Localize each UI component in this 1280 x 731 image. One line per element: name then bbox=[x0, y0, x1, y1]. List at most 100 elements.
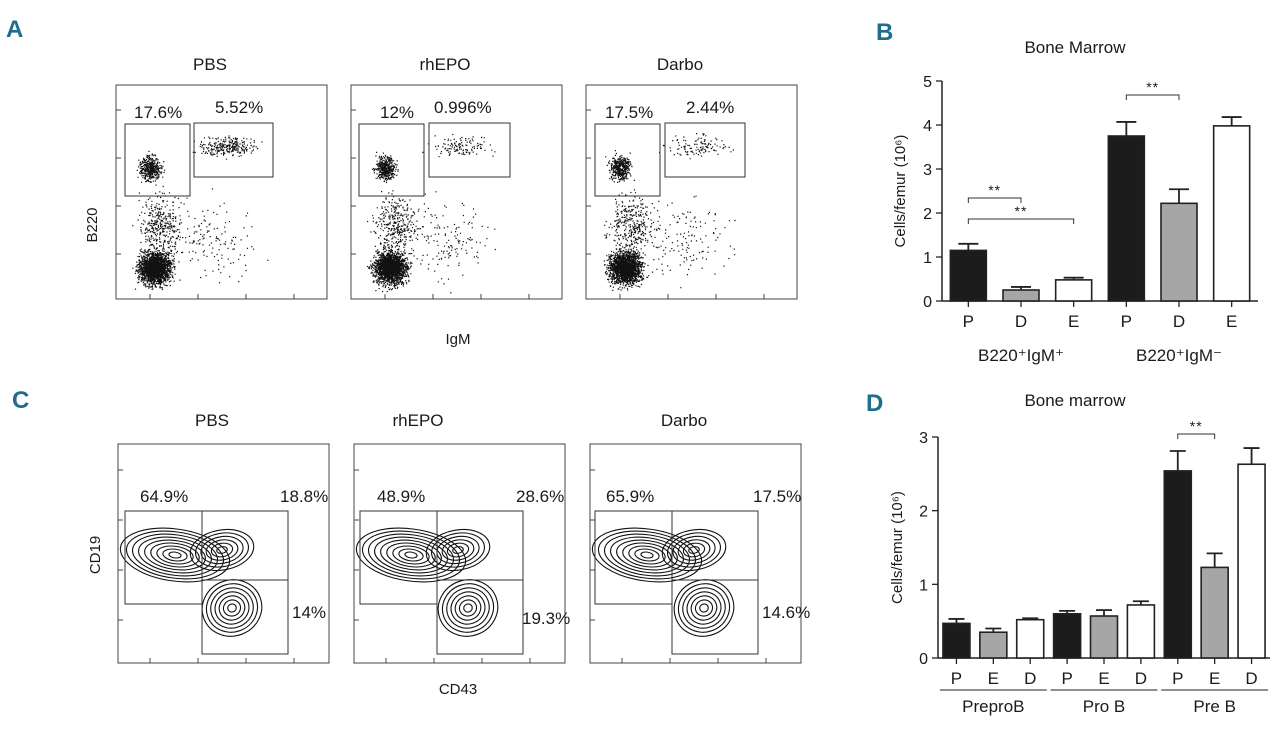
group-label: Pro B bbox=[1083, 697, 1126, 716]
contour-ring bbox=[597, 530, 697, 580]
y-tick-label: 4 bbox=[923, 118, 932, 135]
x-category-label: P bbox=[1172, 669, 1183, 688]
contour-ring bbox=[437, 579, 499, 637]
bar bbox=[942, 622, 971, 659]
significance-bracket bbox=[1125, 94, 1180, 100]
group-label: Pre B bbox=[1193, 697, 1236, 716]
contour-ring bbox=[361, 530, 461, 580]
contour-ring bbox=[688, 546, 700, 554]
gate-a2-right-pct: 0.996% bbox=[434, 98, 492, 117]
contour-ring bbox=[677, 539, 711, 561]
facs-plot-c2-frame bbox=[353, 443, 566, 664]
contour-ring bbox=[622, 542, 672, 568]
contour-ring bbox=[458, 599, 478, 617]
bar bbox=[1015, 618, 1045, 659]
gate-c3-left-pct: 65.9% bbox=[606, 487, 654, 506]
group-label: PreproB bbox=[962, 697, 1024, 716]
contour-ring bbox=[628, 545, 666, 565]
group-label: B220⁺IgM⁻ bbox=[1136, 346, 1222, 365]
contour-ring bbox=[392, 545, 430, 565]
bar bbox=[1212, 125, 1251, 302]
significance-marker: ** bbox=[1015, 203, 1028, 219]
significance-marker: ** bbox=[1190, 418, 1203, 434]
gate-c1-lower-pct: 14% bbox=[292, 603, 326, 622]
panel-c-title-2: rhEPO bbox=[392, 411, 443, 430]
contour-ring bbox=[205, 583, 259, 633]
contour-ring bbox=[699, 603, 709, 613]
significance-bracket bbox=[1177, 433, 1216, 439]
x-category-label: D bbox=[1024, 669, 1036, 688]
y-axis-label: Cells/femur (10⁶) bbox=[889, 491, 906, 604]
panel-c-ylabel: CD19 bbox=[87, 536, 104, 574]
bar bbox=[1052, 612, 1082, 659]
gate-a3-right-pct: 2.44% bbox=[686, 98, 734, 117]
gate-a1-left-pct: 17.6% bbox=[134, 103, 182, 122]
y-tick-label: 1 bbox=[919, 577, 928, 594]
contour-ring bbox=[194, 532, 250, 568]
significance-bracket bbox=[967, 218, 1075, 224]
contour-ring bbox=[216, 546, 228, 554]
x-category-label: E bbox=[1226, 312, 1237, 331]
contour-ring bbox=[355, 527, 467, 583]
x-category-label: E bbox=[1209, 669, 1220, 688]
contour-ring bbox=[189, 528, 255, 572]
contour-ring bbox=[591, 527, 703, 583]
x-category-label: D bbox=[1245, 669, 1257, 688]
contour-ring bbox=[374, 536, 448, 574]
x-category-label: E bbox=[988, 669, 999, 688]
x-category-label: E bbox=[1098, 669, 1109, 688]
panel-a-label: A bbox=[6, 16, 23, 43]
contour-ring bbox=[404, 551, 418, 559]
group-label: B220⁺IgM⁺ bbox=[978, 346, 1064, 365]
scatter-cloud bbox=[161, 188, 269, 284]
gate-a3-left-pct: 17.5% bbox=[605, 103, 653, 122]
bar bbox=[1054, 279, 1093, 302]
chart-title: Bone Marrow bbox=[1024, 38, 1126, 57]
panel-a-title-3: Darbo bbox=[657, 55, 703, 74]
bar bbox=[1089, 615, 1119, 659]
gate-a1-right-pct: 5.52% bbox=[215, 98, 263, 117]
y-tick-label: 0 bbox=[923, 294, 932, 311]
y-tick-label: 2 bbox=[919, 504, 928, 521]
contour-ring bbox=[205, 539, 239, 561]
contour-ring bbox=[454, 595, 482, 621]
chart-title: Bone marrow bbox=[1024, 391, 1126, 410]
y-tick-label: 5 bbox=[923, 74, 932, 91]
contour-ring bbox=[367, 533, 455, 577]
gate-a2-right bbox=[428, 122, 511, 178]
facs-plot-a2-frame bbox=[350, 84, 563, 300]
contour-ring bbox=[227, 603, 237, 613]
gate-a3-left bbox=[594, 123, 661, 197]
scatter-cloud bbox=[132, 246, 176, 291]
contour-ring bbox=[210, 587, 254, 629]
contour-ring bbox=[168, 551, 182, 559]
contour-ring bbox=[144, 539, 206, 571]
contour-ring bbox=[386, 542, 436, 568]
scatter-dots-a1 bbox=[116, 109, 295, 299]
contour-c1 bbox=[118, 469, 295, 663]
contour-ring bbox=[430, 532, 486, 568]
contour-ring bbox=[398, 548, 424, 562]
gate-c2-left bbox=[359, 510, 438, 605]
bar bbox=[1160, 202, 1198, 302]
bar bbox=[1237, 463, 1266, 659]
contour-ring bbox=[131, 533, 219, 577]
x-category-label: P bbox=[1061, 669, 1072, 688]
facs-plot-a3-frame bbox=[585, 84, 798, 300]
panel-d: D Bone marrow Cells/femur (10⁶) 0 1 2 3 P E D P E D… bbox=[866, 390, 1270, 716]
bar bbox=[1163, 470, 1193, 659]
contour-ring bbox=[672, 535, 716, 565]
y-axis-label: Cells/femur (10⁶) bbox=[892, 135, 909, 248]
contour-ring bbox=[673, 579, 735, 637]
facs-plot-c1-frame bbox=[117, 443, 330, 664]
contour-ring bbox=[201, 579, 263, 637]
contour-ring bbox=[661, 528, 727, 572]
gate-c1-lower bbox=[201, 579, 289, 655]
panel-c-xlabel: CD43 bbox=[439, 681, 477, 698]
panel-d-label: D bbox=[866, 390, 883, 417]
contour-c3 bbox=[590, 469, 767, 663]
contour-ring bbox=[634, 548, 660, 562]
scatter-cloud bbox=[371, 151, 399, 184]
gates-c1 bbox=[124, 510, 289, 655]
panel-c: C PBS rhEPO Darbo 64.9% 18.8% 14% 48.9% … bbox=[12, 387, 810, 698]
